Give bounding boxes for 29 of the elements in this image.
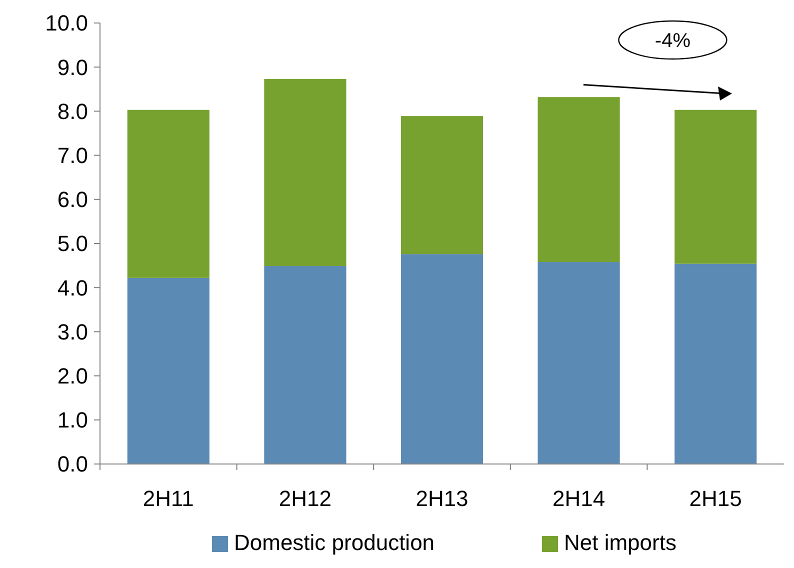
y-tick-label: 7.0 xyxy=(57,143,88,168)
y-tick-label: 9.0 xyxy=(57,54,88,80)
y-tick-label: 1.0 xyxy=(57,408,88,433)
bar xyxy=(674,264,757,464)
y-tick-label: 5.0 xyxy=(57,231,88,256)
x-tick-label: 2H11 xyxy=(142,486,194,511)
bar xyxy=(538,97,620,262)
bar xyxy=(127,110,210,278)
legend-label: Domestic production xyxy=(234,530,435,555)
y-tick-label: 0.0 xyxy=(57,452,88,477)
bar xyxy=(264,79,346,266)
x-tick-label: 2H15 xyxy=(689,486,742,511)
y-tick-label: 10.0 xyxy=(45,10,88,36)
bar xyxy=(674,110,757,264)
bar xyxy=(538,262,620,464)
bar xyxy=(127,278,210,464)
bar xyxy=(264,266,346,464)
bar xyxy=(400,116,484,254)
y-tick-label: 6.0 xyxy=(57,187,88,212)
annotation: -4% xyxy=(654,30,691,52)
legend-label: Net imports xyxy=(564,530,676,555)
x-tick-label: 2H13 xyxy=(416,486,468,511)
y-tick-label: 2.0 xyxy=(57,364,88,388)
bar xyxy=(400,254,484,464)
x-tick-label: 2H12 xyxy=(278,486,332,511)
x-tick-label: 2H14 xyxy=(552,486,606,511)
y-tick-label: 8.0 xyxy=(57,98,88,124)
y-tick-label: 3.0 xyxy=(57,319,88,344)
y-tick-label: 4.0 xyxy=(57,275,88,300)
